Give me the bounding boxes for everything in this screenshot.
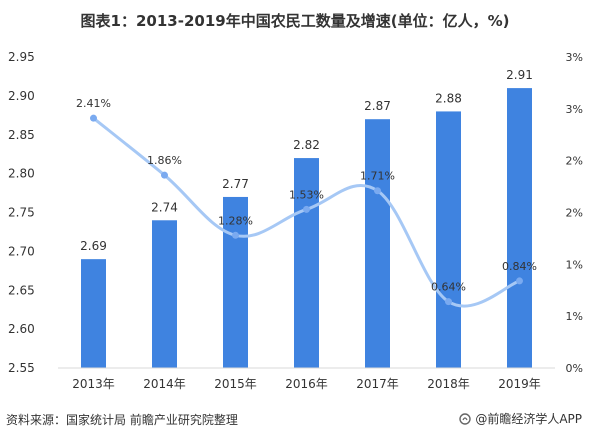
x-tick-label: 2018年 xyxy=(427,377,470,391)
line-value-label: 0.84% xyxy=(502,260,537,273)
bar xyxy=(436,111,461,369)
line-value-label: 1.28% xyxy=(218,214,253,227)
y-right-tick-label: 2% xyxy=(566,207,583,220)
y-axis-left: 2.95 2.90 2.85 2.80 2.75 2.70 2.65 2.60 2.55 xyxy=(8,50,35,375)
line-point xyxy=(161,171,168,179)
x-tick-label: 2013年 xyxy=(72,377,115,391)
y-right-tick-label: 3% xyxy=(566,51,583,64)
line-point xyxy=(90,114,97,122)
bar xyxy=(507,88,532,368)
bar xyxy=(152,220,177,368)
bar xyxy=(81,259,106,368)
bar-value-label: 2.77 xyxy=(222,177,249,191)
line-point xyxy=(516,277,523,285)
bar-value-label: 2.88 xyxy=(435,91,462,105)
x-tick-label: 2019年 xyxy=(498,377,541,391)
y-right-tick-label: 1% xyxy=(566,258,583,271)
line-point xyxy=(374,187,381,195)
brand-credit: @前瞻经济学人APP xyxy=(459,410,582,427)
line-value-label: 1.71% xyxy=(360,170,395,183)
y-left-tick-label: 2.55 xyxy=(8,361,35,375)
bar xyxy=(365,119,390,368)
line-value-label: 0.64% xyxy=(431,281,466,294)
y-left-tick-label: 2.85 xyxy=(8,128,35,142)
y-left-tick-label: 2.65 xyxy=(8,283,35,297)
y-right-tick-label: 1% xyxy=(566,310,583,323)
bar-value-label: 2.69 xyxy=(80,239,107,253)
bar-value-label: 2.91 xyxy=(506,68,533,82)
y-left-tick-label: 2.75 xyxy=(8,206,35,220)
y-right-tick-label: 3% xyxy=(566,103,583,116)
y-left-tick-label: 2.90 xyxy=(8,89,35,103)
chart-title: 图表1：2013-2019年中国农民工数量及增速(单位：亿人，%) xyxy=(80,12,510,30)
y-left-tick-label: 2.60 xyxy=(8,322,35,336)
source-note: 资料来源：国家统计局 前瞻产业研究院整理 xyxy=(6,413,238,427)
y-left-tick-label: 2.70 xyxy=(8,244,35,258)
bar xyxy=(294,158,319,368)
x-tick-label: 2015年 xyxy=(214,377,257,391)
line-point xyxy=(445,298,452,306)
line-point xyxy=(303,205,310,213)
y-right-tick-label: 2% xyxy=(566,155,583,168)
bar-value-label: 2.87 xyxy=(364,99,391,113)
line-value-label: 1.86% xyxy=(147,154,182,167)
y-right-tick-label: 0% xyxy=(566,362,583,375)
brand-text: @前瞻经济学人APP xyxy=(475,412,582,426)
line-point xyxy=(232,231,239,239)
x-tick-label: 2017年 xyxy=(356,377,399,391)
line-value-label: 2.41% xyxy=(76,97,111,110)
x-axis: 2013年 2014年 2015年 2016年 2017年 2018年 2019年 xyxy=(58,367,555,391)
bar-series: 2.69 2.74 2.77 2.82 2.87 2.88 2.91 xyxy=(80,68,533,369)
bar xyxy=(223,196,248,368)
bar-value-label: 2.74 xyxy=(151,200,178,214)
y-axis-right: 3% 3% 2% 2% 1% 1% 0% xyxy=(566,51,583,375)
x-tick-label: 2014年 xyxy=(143,377,186,391)
brand-logo-icon xyxy=(459,412,472,425)
line-value-label: 1.53% xyxy=(289,188,324,201)
line-series: 2.41% 1.86% 1.28% 1.53% 1.71% 0.64% 0.84% xyxy=(76,97,537,308)
bar-value-label: 2.82 xyxy=(293,138,320,152)
y-left-tick-label: 2.95 xyxy=(8,50,35,64)
x-tick-label: 2016年 xyxy=(285,377,328,391)
y-left-tick-label: 2.80 xyxy=(8,167,35,181)
